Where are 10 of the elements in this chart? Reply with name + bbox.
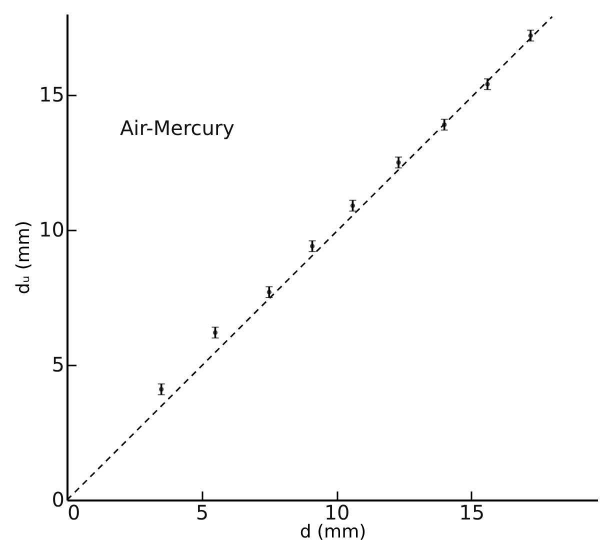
y-tick-label: 15: [39, 82, 64, 106]
y-tick-label: 10: [39, 218, 64, 242]
annotation: Air-Mercury: [120, 116, 235, 140]
x-tick-label: 0: [68, 500, 80, 524]
x-tick-label: 10: [324, 500, 350, 524]
y-axis-title: dᵤ (mm): [13, 220, 34, 294]
x-tick-label: 5: [196, 500, 209, 524]
x-tick-label: 15: [459, 500, 485, 524]
x-axis-title: d (mm): [300, 522, 366, 542]
y-tick-label: 5: [52, 352, 64, 376]
